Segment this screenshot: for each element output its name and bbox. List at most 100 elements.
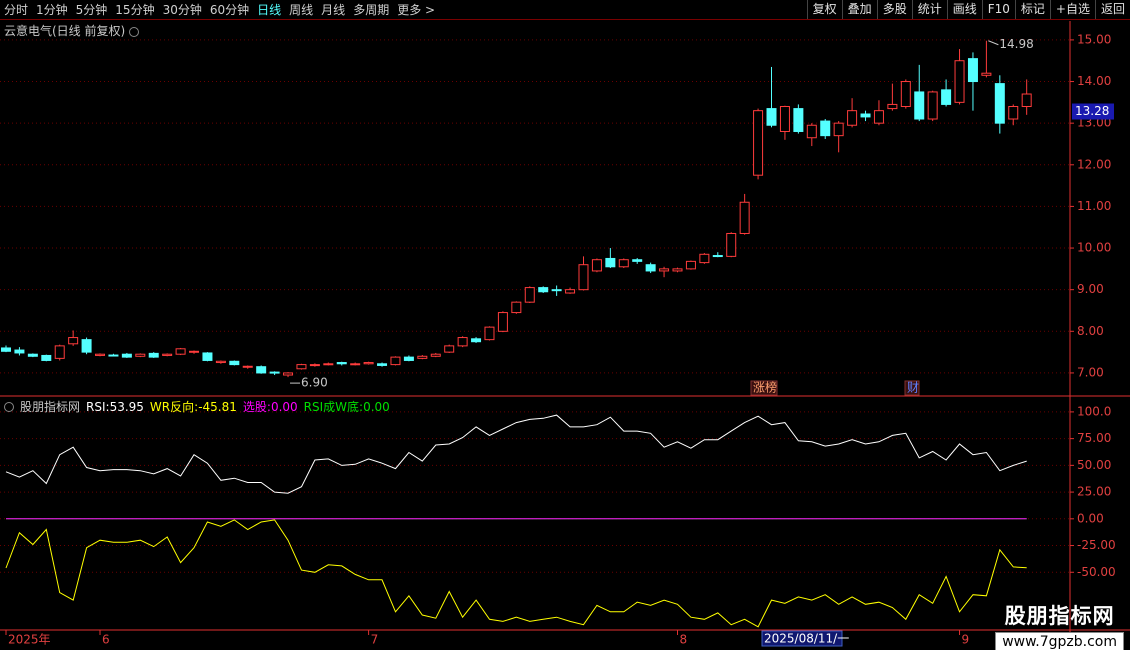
toolbar: 分时 1分钟 5分钟 15分钟 30分钟 60分钟 日线 周线 月线 多周期 更多 > 复权 叠加 多股统… — [0, 0, 1130, 20]
period-button[interactable]: 30分钟 — [162, 3, 202, 17]
tool-button[interactable]: 画线 — [946, 0, 982, 19]
candle-body — [390, 356, 401, 366]
candle-body — [578, 264, 589, 291]
period-button[interactable]: 月线 — [321, 3, 346, 17]
indicator-line — [5, 519, 1027, 628]
candle-body — [551, 289, 562, 292]
candle-body — [900, 81, 911, 108]
candle-body — [336, 362, 347, 365]
candle-body — [229, 360, 240, 366]
period-button[interactable]: 日线 — [257, 3, 282, 17]
candle-body — [377, 363, 388, 366]
tool-button[interactable]: F10 — [981, 0, 1015, 19]
candle-body — [538, 287, 549, 293]
candle-body — [967, 58, 978, 83]
period-button[interactable]: 1分钟 — [36, 3, 68, 17]
tool-button[interactable]: 返回 — [1094, 0, 1130, 19]
tool-button[interactable]: +自选 — [1049, 0, 1095, 19]
y-tick-label: 9.00 — [1077, 282, 1104, 296]
period-button[interactable]: 多周期 — [353, 3, 390, 17]
menu-icon[interactable] — [4, 401, 14, 412]
x-tick-label: 8 — [680, 633, 688, 647]
candle-body — [296, 364, 307, 370]
candle-body — [95, 353, 106, 356]
tool-button[interactable]: 复权 — [806, 0, 842, 19]
candle-body — [860, 113, 871, 118]
legend-name: RSI — [86, 400, 110, 414]
tool-button[interactable]: 多股 — [876, 0, 912, 19]
y-tick-label: 50.00 — [1077, 458, 1111, 472]
badge-label: 财 — [907, 381, 919, 395]
candle-body — [430, 353, 441, 357]
watermark-url: www.7gpzb.com — [995, 632, 1124, 650]
candle-body — [162, 353, 173, 356]
y-tick-label: 100.0 — [1077, 404, 1111, 418]
menu-icon[interactable] — [129, 26, 140, 37]
candle-body — [712, 255, 723, 258]
candle-body — [403, 356, 414, 361]
candle-body — [524, 287, 535, 303]
candle-body — [417, 355, 428, 359]
legend-value: 0.00 — [363, 399, 390, 414]
x-tick-label: 2025年 — [8, 633, 51, 647]
legend-value: -45.81 — [198, 399, 237, 414]
y-tick-label: -25.00 — [1077, 538, 1116, 552]
legend-name: WR反向 — [150, 398, 198, 415]
x-tick-label: 9 — [962, 633, 970, 647]
candle-body — [565, 289, 576, 294]
x-tick-label: 6 — [102, 633, 110, 647]
candle-body — [350, 363, 361, 366]
period-button[interactable]: 5分钟 — [75, 3, 108, 17]
candle-body — [914, 91, 925, 120]
candle-body — [887, 103, 898, 110]
candle-body — [444, 345, 455, 353]
legend-name: 选股 — [243, 398, 271, 415]
tool-button[interactable]: 叠加 — [841, 0, 877, 19]
extreme-label: 14.98 — [999, 37, 1033, 51]
period-button[interactable]: 15分钟 — [115, 3, 155, 17]
candle-body — [954, 60, 965, 103]
period-button[interactable]: 周线 — [289, 3, 314, 17]
candle-body — [699, 253, 710, 264]
candle-body — [618, 259, 629, 268]
cursor-date: 2025/08/11/一 — [764, 632, 849, 646]
candle-body — [873, 110, 884, 124]
candle-body — [1008, 106, 1019, 120]
indicator-title: 股朋指标网 — [20, 400, 81, 414]
tool-button[interactable]: 统计 — [911, 0, 947, 19]
period-button[interactable]: 60分钟 — [209, 3, 250, 17]
candle-body — [1, 347, 11, 352]
candle-body — [363, 362, 374, 365]
candle-body — [793, 108, 804, 132]
candle-body — [927, 91, 938, 120]
extreme-pointer — [988, 40, 999, 46]
candle-body — [14, 349, 25, 354]
candle-body — [820, 120, 831, 137]
badge-label: 涨榜 — [753, 380, 777, 395]
y-tick-label: 14.00 — [1077, 74, 1111, 88]
period-bar: 分时 1分钟 5分钟 15分钟 30分钟 60分钟 日线 周线 月线 多周期 更多 > — [0, 0, 439, 19]
candle-body — [806, 124, 817, 139]
watermark: 股朋指标网 www.7gpzb.com — [995, 600, 1124, 650]
legend-value: 53.95 — [109, 399, 144, 414]
x-tick-label: 7 — [371, 633, 379, 647]
candle-body — [1021, 93, 1032, 108]
candle-body — [497, 312, 508, 332]
legend-name: RSI成W底 — [304, 398, 363, 415]
candle-body — [779, 106, 790, 132]
tool-button[interactable]: 标记 — [1014, 0, 1050, 19]
candle-body — [726, 232, 737, 257]
y-tick-label: 0.00 — [1077, 511, 1104, 525]
candle-body — [685, 260, 696, 270]
candle-body — [215, 360, 226, 364]
candle-body — [256, 366, 267, 374]
y-tick-label: 12.00 — [1077, 157, 1111, 171]
extreme-label: 6.90 — [301, 376, 328, 390]
candle-body — [753, 110, 764, 176]
indicator-line — [5, 414, 1027, 494]
period-button[interactable]: 分时 — [4, 3, 29, 17]
period-button[interactable]: 更多 > — [397, 3, 436, 17]
candle-body — [175, 348, 186, 355]
candle-body — [269, 371, 280, 374]
candle-body — [54, 345, 65, 359]
